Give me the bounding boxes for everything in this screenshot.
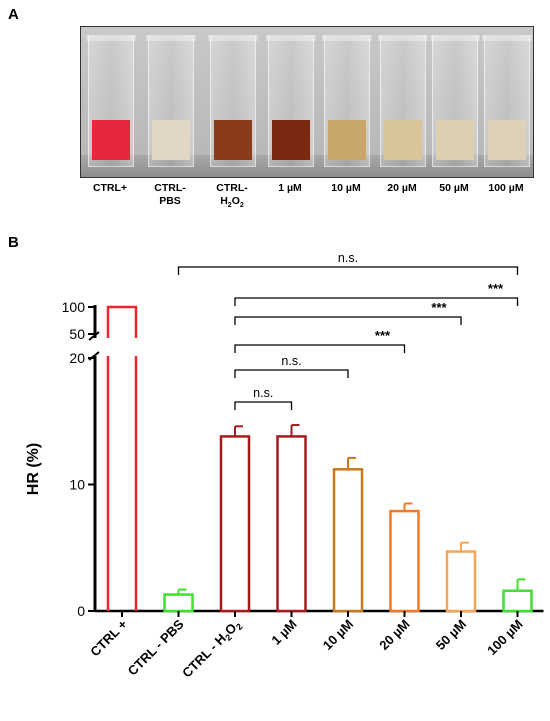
tube-label: 50 µM: [424, 182, 484, 195]
bar: [106, 356, 138, 611]
significance-label: n.s.: [338, 251, 358, 265]
significance-label: n.s.: [281, 354, 301, 368]
cuvette-sample: [92, 120, 130, 160]
tube-label: 100 µM: [476, 182, 536, 195]
cuvette-rim: [322, 35, 372, 41]
tube-label: CTRL+: [80, 182, 140, 195]
cuvette-sample: [152, 120, 190, 160]
axis-break-mark: [88, 331, 100, 341]
x-tick-label-sub: 2: [234, 621, 245, 632]
significance-bracket: [234, 369, 349, 378]
cuvette: [266, 35, 316, 167]
cuvette: [208, 35, 258, 167]
panel-a-letter: A: [8, 6, 19, 23]
significance-bracket: [234, 401, 293, 410]
significance-bracket: [234, 344, 406, 353]
cuvette: [378, 35, 428, 167]
tube-label: CTRL- PBS: [140, 182, 200, 208]
tube-label-line1: 20 µM: [387, 182, 417, 194]
tube-label-line1: 1 µM: [278, 182, 302, 194]
tube-label-line1: 50 µM: [439, 182, 469, 194]
bar: [332, 468, 364, 613]
cuvette-sample: [384, 120, 422, 160]
x-tick-label: CTRL - H2O2: [179, 617, 244, 682]
bar: [219, 435, 251, 613]
y-tick-label: 50: [69, 326, 85, 342]
cuvette-sample: [488, 120, 526, 160]
cuvette-rim: [208, 35, 258, 41]
cuvette: [86, 35, 136, 167]
tube-label: 10 µM: [316, 182, 376, 195]
tube-label-line2: PBS: [159, 195, 181, 207]
significance-bracket: [177, 266, 519, 275]
significance-label: ***: [431, 300, 447, 315]
bar: [389, 509, 420, 613]
significance-bracket: [234, 297, 519, 306]
cuvette-sample: [328, 120, 366, 160]
tube-label-line1: 100 µM: [488, 182, 524, 194]
tube-label: CTRL- H2O2: [202, 182, 262, 212]
x-tick-label-sub: 2: [223, 632, 234, 643]
tube-label-line1: 10 µM: [331, 182, 361, 194]
x-tick-label: CTRL +: [87, 616, 130, 659]
cuvette-sample: [272, 120, 310, 160]
cuvette-rim: [146, 35, 196, 41]
x-tick-label: 50 µM: [433, 617, 469, 653]
cuvette: [430, 35, 480, 167]
bar-upper: [106, 305, 138, 338]
tube-label-line2: H2O2: [220, 195, 244, 210]
cuvette-photo: [80, 26, 534, 178]
significance-label: n.s.: [253, 386, 273, 400]
x-tick-label: 10 µM: [320, 617, 356, 653]
cuvette-rim: [430, 35, 480, 41]
x-tick-label: CTRL - PBS: [125, 616, 187, 678]
y-tick-label: 20: [69, 350, 85, 366]
cuvette-rim: [378, 35, 428, 41]
tube-label: 1 µM: [260, 182, 320, 195]
x-tick-label-part: CTRL - H: [179, 631, 229, 681]
bar: [502, 589, 533, 613]
tube-label-line1: CTRL-: [216, 182, 248, 194]
cuvette-rim: [482, 35, 532, 41]
tube-label: 20 µM: [372, 182, 432, 195]
significance-bracket: [234, 316, 462, 325]
cuvette-sample: [436, 120, 474, 160]
y-axis-label: HR (%): [25, 443, 42, 495]
cuvette-rim: [86, 35, 136, 41]
bar: [276, 435, 307, 613]
y-tick-label: 10: [69, 477, 85, 493]
cuvette: [482, 35, 532, 167]
cuvette-rim: [266, 35, 316, 41]
cuvette-sample: [214, 120, 252, 160]
bar: [163, 593, 194, 613]
x-tick-label: 20 µM: [376, 617, 412, 653]
x-tick-label: 1 µM: [268, 617, 299, 648]
significance-label: ***: [488, 281, 504, 296]
cuvette: [322, 35, 372, 167]
tube-label-line1: CTRL+: [92, 182, 128, 194]
tube-label-line1: CTRL-: [154, 182, 186, 194]
significance-label: ***: [375, 328, 391, 343]
y-tick-label: 0: [77, 603, 85, 619]
panel-b-letter: B: [8, 234, 19, 251]
x-tick-label: 100 µM: [484, 617, 525, 658]
bar: [445, 550, 477, 613]
y-tick-label: 100: [62, 299, 86, 315]
cuvette: [146, 35, 196, 167]
